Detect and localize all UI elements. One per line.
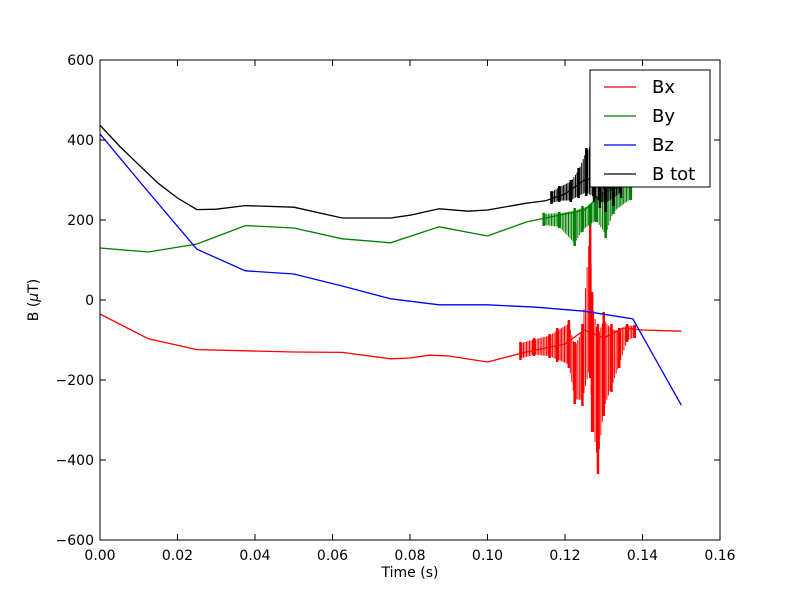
y-tick-label: 600: [67, 53, 94, 69]
y-tick-label: −600: [56, 533, 94, 549]
legend-label-b-tot: B tot: [652, 164, 695, 185]
x-tick-label: 0.14: [627, 548, 658, 564]
series-line-bz: [100, 133, 682, 406]
x-tick-label: 0.02: [162, 548, 193, 564]
x-tick-label: 0.06: [317, 548, 348, 564]
legend-frame: [589, 69, 711, 188]
y-tick-label: 400: [67, 133, 94, 149]
series-bx: [100, 212, 682, 474]
x-tick-label: 0.12: [549, 548, 580, 564]
x-tick-label: 0.10: [472, 548, 503, 564]
x-axis-label: Time (s): [381, 565, 439, 581]
y-axis: −600 −400 −200 0 200 400 600: [56, 53, 720, 549]
y-axis-label-prefix: B (: [26, 302, 42, 322]
x-axis: 0.00 0.02 0.04 0.06 0.08 0.10 0.12 0.14 0.16: [84, 60, 736, 564]
legend-label-bx: Bx: [652, 77, 675, 98]
x-tick-label: 0.04: [239, 548, 270, 564]
y-tick-label: 0: [85, 293, 94, 309]
y-tick-label: 200: [67, 213, 94, 229]
y-axis-label-mu: μ: [26, 293, 42, 303]
series-bz: [100, 133, 682, 406]
y-axis-label-suffix: T): [26, 279, 42, 294]
y-axis-label: B (μT): [26, 279, 42, 321]
legend-label-bz: Bz: [652, 135, 674, 156]
x-tick-label: 0.16: [704, 548, 735, 564]
y-tick-label: −200: [56, 373, 94, 389]
legend: Bx By Bz B tot: [589, 69, 711, 188]
y-tick-label: −400: [56, 453, 94, 469]
legend-label-by: By: [652, 106, 675, 127]
x-tick-label: 0.00: [84, 548, 115, 564]
x-tick-label: 0.08: [394, 548, 425, 564]
